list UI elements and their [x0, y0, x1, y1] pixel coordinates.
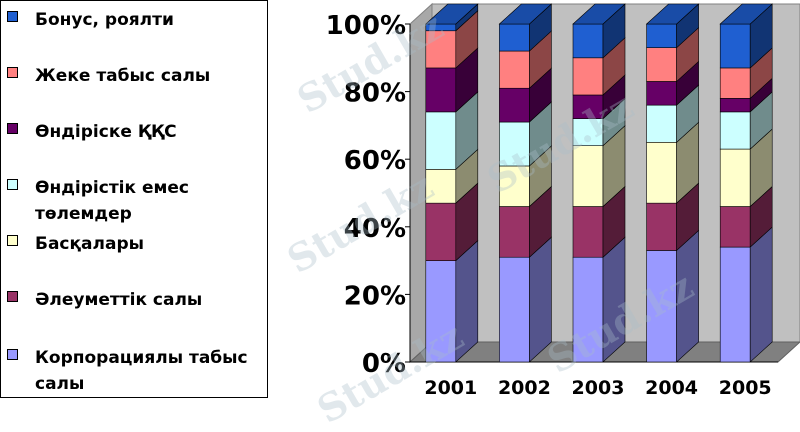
bar-top — [572, 3, 626, 25]
bar-segment — [425, 260, 457, 363]
bar-segment — [425, 23, 457, 32]
bar-segment-side — [749, 226, 773, 363]
chart-svg: 0% 20% 40% 60% 80% 100% 2001 2002 2003 2004 2005 — [326, 2, 800, 399]
bar-segment — [646, 47, 677, 82]
bar-segment — [572, 23, 604, 59]
bar-segment — [646, 202, 677, 251]
bar-segment — [646, 23, 677, 48]
bar-segment — [572, 94, 604, 119]
bar-segment-side — [455, 239, 479, 363]
bar-segment — [719, 98, 751, 113]
y-tick-label: 80% — [344, 79, 406, 109]
legend-swatch — [7, 11, 18, 22]
bar-segment — [719, 23, 751, 69]
bar-segment — [425, 67, 457, 113]
bar-segment — [499, 256, 530, 363]
legend-label: Бонус, роялти — [35, 10, 174, 30]
legend-label: Өндірістік емес төлемдер — [35, 178, 189, 224]
bar-segment — [499, 206, 530, 258]
bar-segment — [646, 250, 677, 363]
y-tick-label: 20% — [344, 281, 406, 311]
bar-segment-side — [529, 236, 552, 363]
legend-swatch — [7, 67, 18, 78]
bar-segment — [425, 111, 457, 170]
bar-top — [645, 3, 700, 25]
bar-segment — [572, 57, 604, 96]
bar-segment-side — [602, 236, 626, 363]
bar-segment — [719, 148, 751, 207]
legend-swatch — [7, 291, 18, 302]
bar-top — [498, 3, 553, 25]
bar-segment — [499, 23, 530, 52]
x-tick-label: 2005 — [719, 377, 772, 399]
legend-label: Басқалары — [35, 234, 144, 254]
bar-segment — [572, 118, 604, 146]
bar-top — [425, 3, 479, 25]
legend-swatch — [7, 179, 18, 190]
legend-label: Өндіріске ҚҚС — [35, 122, 177, 142]
bar-segment-side — [676, 229, 699, 363]
x-tick-label: 2004 — [645, 377, 698, 399]
bar-segment — [572, 145, 604, 207]
bar-segment — [572, 256, 604, 363]
bar-segment — [646, 104, 677, 143]
bar-segment — [646, 81, 677, 106]
bar-segment — [719, 67, 751, 99]
stacked-bar-chart: 0% 20% 40% 60% 80% 100% 2001 2002 2003 2004 2005 — [268, 0, 800, 400]
legend-label: Әлеуметтік салы — [35, 290, 203, 310]
bar-segment — [425, 30, 457, 69]
bar-segment — [499, 87, 530, 123]
bar-segment — [719, 111, 751, 150]
bar-segment — [719, 206, 751, 248]
bar-segment — [499, 50, 530, 89]
bar-segment — [572, 206, 604, 258]
bar-segment — [499, 165, 530, 207]
legend-label: Жеке табыс салы — [35, 66, 211, 86]
bar-segment — [499, 121, 530, 167]
chart-legend: Бонус, роялти Жеке табыс салы Өндіріске ҚҚ… — [0, 0, 268, 398]
bar-segment — [425, 169, 457, 204]
x-tick-label: 2003 — [572, 377, 625, 399]
legend-swatch — [7, 123, 18, 134]
y-tick-label: 40% — [344, 214, 406, 244]
legend-swatch — [7, 235, 18, 246]
legend-label: Корпорациялы табыс салы — [35, 348, 248, 394]
legend-swatch — [7, 349, 18, 360]
bar-segment — [646, 142, 677, 204]
x-tick-label: 2001 — [424, 377, 477, 399]
x-tick-label: 2002 — [498, 377, 551, 399]
bar-segment — [425, 202, 457, 261]
bar-segment — [719, 246, 751, 363]
y-tick-label: 0% — [362, 349, 406, 379]
bar-top — [719, 3, 773, 25]
y-tick-label: 60% — [344, 146, 406, 176]
y-tick-label: 100% — [326, 11, 406, 41]
